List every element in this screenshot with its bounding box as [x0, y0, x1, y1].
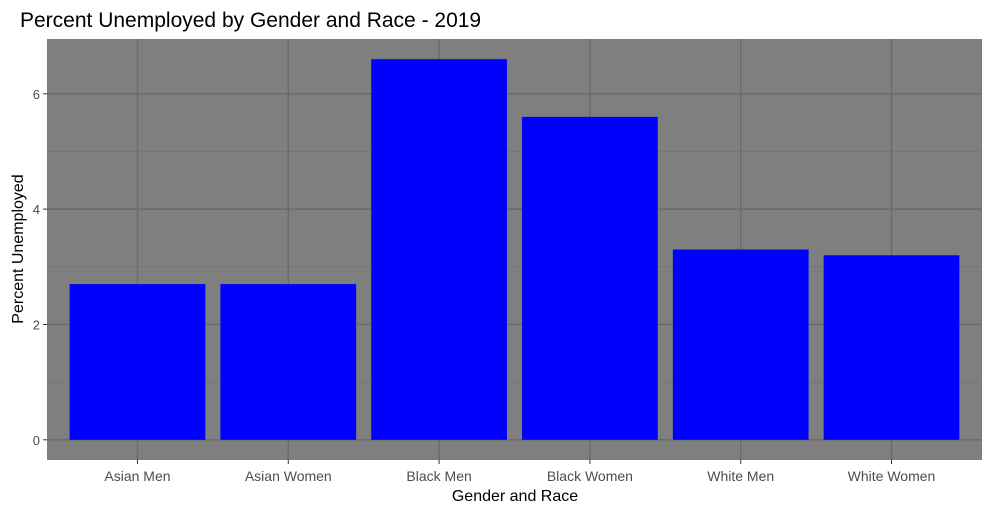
x-axis: Asian Men Asian Women Black Men Black Women… — [104, 460, 935, 484]
bar-asian-men — [69, 284, 206, 440]
x-tick-label: Asian Women — [245, 468, 332, 484]
bar-asian-women — [220, 284, 357, 440]
chart-title: Percent Unemployed by Gender and Race - … — [20, 9, 481, 32]
bar-white-women — [823, 255, 960, 440]
y-tick-label: 6 — [33, 87, 40, 102]
bar-black-women — [522, 116, 658, 440]
x-tick-label: Black Men — [406, 468, 471, 484]
x-axis-title: Gender and Race — [452, 488, 578, 505]
x-tick-label: Black Women — [547, 468, 633, 484]
bar-black-men — [371, 59, 507, 440]
y-tick-label: 0 — [33, 433, 40, 448]
bar-white-men — [672, 249, 809, 440]
x-tick-label: White Men — [707, 468, 774, 484]
y-tick-label: 2 — [33, 317, 40, 332]
y-axis: 0 2 4 6 — [33, 87, 47, 448]
y-axis-title: Percent Unemployed — [10, 174, 27, 323]
bars — [69, 59, 960, 440]
x-tick-label: White Women — [848, 468, 936, 484]
y-tick-label: 4 — [33, 202, 40, 217]
x-tick-label: Asian Men — [104, 468, 170, 484]
